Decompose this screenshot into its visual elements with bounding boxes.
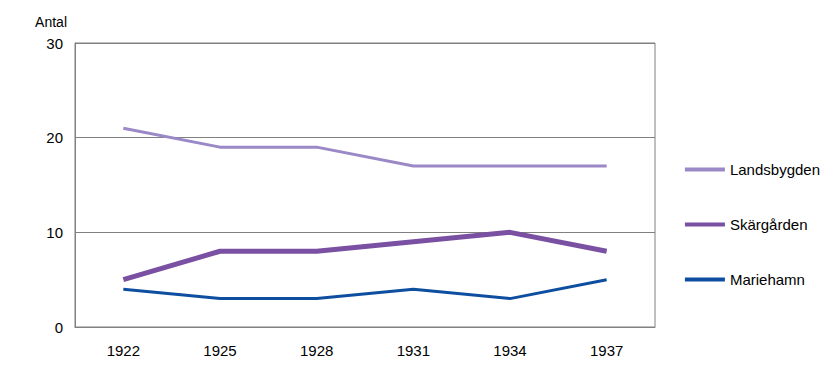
svg-text:20: 20 [46, 129, 63, 146]
svg-text:30: 30 [46, 35, 63, 52]
svg-text:1925: 1925 [203, 342, 236, 359]
svg-text:Antal: Antal [35, 14, 67, 30]
svg-text:1934: 1934 [493, 342, 526, 359]
svg-text:Mariehamn: Mariehamn [730, 271, 805, 288]
svg-text:0: 0 [55, 319, 63, 336]
svg-text:10: 10 [46, 224, 63, 241]
svg-text:1937: 1937 [590, 342, 623, 359]
svg-text:Skärgården: Skärgården [730, 216, 808, 233]
svg-text:1922: 1922 [107, 342, 140, 359]
svg-text:1928: 1928 [300, 342, 333, 359]
svg-text:1931: 1931 [397, 342, 430, 359]
svg-text:Landsbygden: Landsbygden [730, 161, 820, 178]
